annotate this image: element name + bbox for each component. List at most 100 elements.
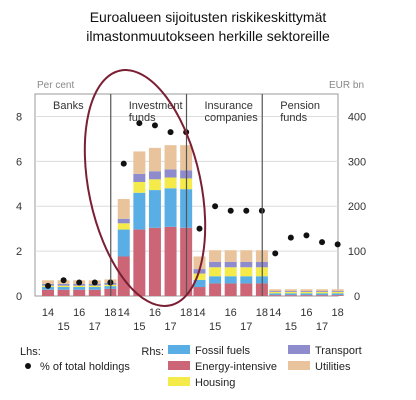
bar-segment [284,295,297,296]
bar-segment [209,283,222,296]
x-tick-label: 15 [285,321,297,333]
bar-segment [193,287,206,296]
x-tick-label: 17 [316,321,328,333]
bar-segment [193,273,206,280]
bar-segment [133,192,146,230]
bar-segment [117,223,130,230]
legend-lhs-label: Lhs: [20,346,41,358]
pct-point [76,279,83,286]
bar-segment [57,285,70,288]
bar-segment [164,226,177,296]
pct-point [334,241,341,248]
bar-segment [164,145,177,170]
bar-segment [133,181,146,193]
bar-segment [224,283,237,296]
bar-segment [148,227,161,296]
bar-segment [148,171,161,180]
bar-segment [73,285,86,288]
panel-label: companies [205,112,259,124]
legend-dot-marker [25,363,31,369]
bar-segment [316,291,329,294]
right-tick-label: 300 [348,156,366,168]
panel-label: Banks [53,100,84,112]
x-tick-label: 17 [164,321,176,333]
legend-item-label: Housing [195,377,235,389]
legend-item-label: Energy-intensive [195,361,277,373]
x-tick-label: 15 [133,321,145,333]
bar-segment [73,287,86,290]
bar-segment [331,291,344,294]
legend-swatch [288,361,310,370]
bar-segment [269,289,282,292]
legend-swatch [168,361,190,370]
x-tick-label: 17 [89,321,101,333]
pct-point [120,160,127,167]
bar-segment [240,250,253,262]
bar-segment [331,289,344,292]
x-tick-label: 17 [240,321,252,333]
bar-segment [148,190,161,228]
bar-segment [148,147,161,172]
panel-label: funds [129,112,156,124]
panel-label: Pension [280,100,320,112]
bar-segment [316,293,329,296]
pct-point [227,207,234,214]
bar-segment [117,199,130,219]
bar-segment [88,285,101,288]
bar-segment [164,188,177,227]
bar-segment [331,291,344,292]
pct-point [91,279,98,286]
panel-label: funds [280,112,307,124]
bar-segment [284,293,297,296]
legend-swatch [168,377,190,386]
bar-segment [300,291,313,292]
x-tick-label: 18 [256,307,268,319]
pct-point [303,232,310,239]
pct-point [167,129,174,136]
bar-segment [88,289,101,296]
x-tick-label: 14 [118,307,130,319]
bar-segment [269,291,282,294]
bar-segment [209,261,222,268]
bar-segment [57,283,70,286]
left-tick-label: 8 [16,111,22,123]
pct-point [212,203,219,210]
x-tick-label: 18 [332,307,344,319]
legend-swatch [288,345,310,354]
panel-label: Insurance [205,100,253,112]
bar-segment [88,287,101,290]
bar-segment [269,293,282,296]
bar-segment [331,293,344,296]
left-axis-unit: Per cent [37,80,74,91]
bar-segment [73,289,86,296]
bar-segment [224,261,237,268]
pct-point [151,122,158,129]
chart-title: Euroalueen sijoitusten riskikeskittymät … [0,8,416,46]
x-tick-label: 16 [300,307,312,319]
legend-item-label: % of total holdings [40,361,130,373]
bar-segment [133,173,146,182]
x-tick-label: 14 [42,307,54,319]
bar-segment [316,289,329,292]
left-tick-label: 0 [16,291,22,303]
legend-rhs-label: Rhs: [141,346,164,358]
x-tick-label: 15 [57,321,69,333]
bar-segment [117,256,130,296]
bar-segment [209,250,222,262]
bar-segment [133,151,146,174]
bar-segment [240,276,253,284]
bar-segment [316,291,329,292]
bar-segment [284,291,297,292]
pct-point [136,120,143,127]
bar-segment [331,295,344,296]
pct-point [196,225,203,232]
x-tick-label: 18 [104,307,116,319]
pct-point [60,277,67,284]
legend-swatch [168,345,190,354]
bar-segment [57,289,70,296]
bar-segment [224,250,237,262]
bar-segment [269,295,282,296]
bar-segment [193,279,206,288]
pct-point [272,250,279,257]
